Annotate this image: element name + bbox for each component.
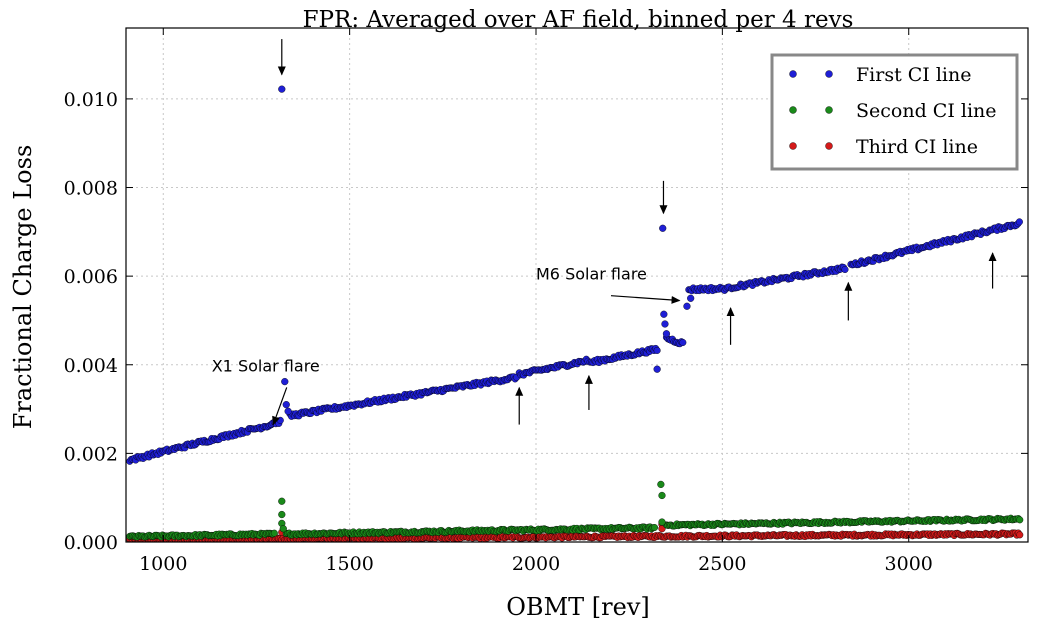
plot-frame: [125, 27, 1029, 543]
data-point-outlier: [653, 365, 661, 373]
data-point-outlier: [278, 497, 286, 505]
annotation-arrow: [610, 295, 681, 304]
data-point-outlier: [281, 378, 289, 386]
data-point-outlier: [661, 320, 669, 328]
chart-title: FPR: Averaged over AF field, binned per …: [303, 7, 854, 33]
legend-marker: [825, 70, 833, 78]
annotations: X1 Solar flare M6 Solar flare: [212, 39, 997, 426]
axis-ticks: 1000 1500 2000 2500 3000 0.000 0.002 0.004 0.006…: [64, 28, 1028, 575]
legend-label: First CI line: [856, 64, 971, 86]
data-point-outlier: [279, 525, 287, 533]
annotation-label: M6 Solar flare: [536, 265, 647, 284]
data-point: [653, 346, 661, 354]
legend-marker: [789, 106, 797, 114]
x-axis-title: OBMT [rev]: [506, 593, 649, 621]
legend-items: First CI line Second CI line Third CI line: [789, 64, 997, 158]
legend-frame: [770, 53, 1019, 171]
data-point-outlier: [282, 401, 290, 409]
y-tick-label: 0.010: [64, 89, 118, 111]
legend-label: Second CI line: [856, 100, 997, 122]
series-1: [126, 85, 1023, 465]
data-point-outlier: [658, 518, 666, 526]
legend-marker: [825, 106, 833, 114]
legend: First CI line Second CI line Third CI line: [770, 53, 1019, 171]
legend-marker: [789, 142, 797, 150]
data-point-outlier: [687, 294, 695, 302]
data-point-outlier: [284, 407, 292, 415]
series-2: [126, 480, 1024, 541]
annotation-label: X1 Solar flare: [212, 356, 320, 375]
y-tick-label: 0.000: [64, 532, 118, 554]
data-point: [841, 266, 849, 274]
data-point-outlier: [657, 480, 665, 489]
x-tick-label: 2000: [512, 553, 560, 575]
data-point: [276, 416, 284, 424]
annotation-arrow: [272, 387, 288, 426]
data-point: [1016, 516, 1024, 524]
y-tick-label: 0.002: [64, 443, 118, 465]
x-tick-label: 1500: [325, 553, 373, 575]
data-point-outlier: [659, 224, 667, 232]
data-point-outlier: [683, 302, 691, 310]
data-point-outlier: [662, 330, 671, 338]
data-point: [679, 338, 687, 346]
data-point-outlier: [658, 491, 666, 500]
data-point: [270, 529, 278, 537]
legend-marker: [789, 70, 797, 78]
y-tick-label: 0.008: [64, 178, 118, 200]
data-point: [1015, 218, 1023, 226]
x-tick-label: 3000: [885, 553, 933, 575]
y-tick-label: 0.004: [64, 355, 118, 377]
data-point: [651, 524, 659, 532]
data-point-outlier: [278, 85, 286, 93]
x-tick-label: 2500: [698, 553, 746, 575]
y-axis-title: Fractional Charge Loss: [9, 145, 37, 430]
x-tick-label: 1000: [139, 553, 187, 575]
series-layer: [126, 85, 1024, 542]
legend-marker: [825, 142, 833, 150]
legend-label: Third CI line: [856, 136, 978, 158]
y-tick-label: 0.006: [64, 266, 118, 288]
data-point: [1016, 531, 1024, 539]
data-point-outlier: [660, 310, 668, 318]
data-point-outlier: [278, 510, 286, 519]
